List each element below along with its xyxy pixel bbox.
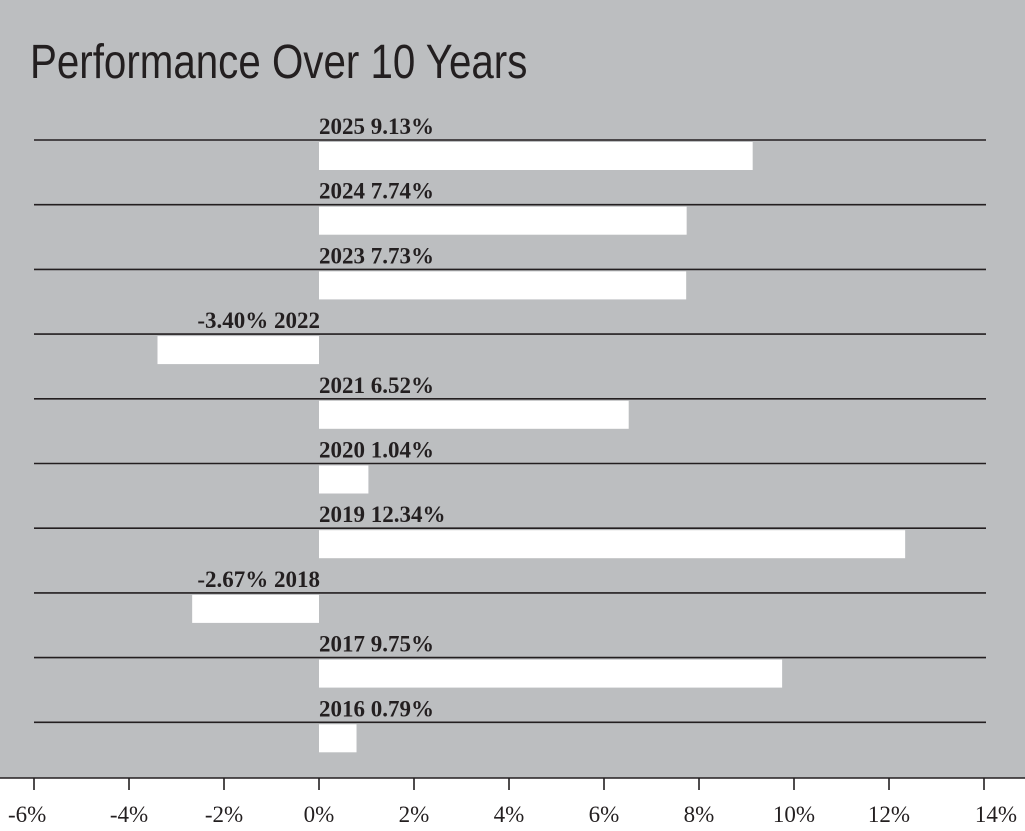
x-axis: -6% -4% -2% 0% 2% 4% 6% 8% 10% 12% 14% — [0, 777, 1025, 831]
x-tick-label: 10% — [773, 802, 815, 827]
bar-2022 — [157, 336, 319, 365]
data-label-2020: 2020 1.04% — [319, 438, 434, 463]
bar-2025 — [319, 142, 753, 170]
bar-2018 — [192, 594, 319, 623]
x-tick-label: 12% — [868, 802, 910, 827]
x-tick-label: -2% — [205, 802, 243, 827]
bars — [157, 142, 906, 753]
bar-2019 — [319, 530, 906, 559]
gridlines — [34, 139, 986, 724]
data-label-2018: -2.67% 2018 — [197, 567, 320, 592]
x-tick-label: -4% — [110, 802, 148, 827]
x-tick-label: 14% — [975, 802, 1017, 827]
bar-2020 — [319, 465, 369, 494]
x-tick-label: 6% — [589, 802, 620, 827]
plot-background — [0, 0, 1025, 778]
x-tick-label: 0% — [304, 802, 335, 827]
data-label-2025: 2025 9.13% — [319, 114, 434, 139]
bar-2023 — [319, 271, 687, 300]
bar-2016 — [319, 724, 357, 753]
data-labels: 2025 9.13% 2024 7.74% 2023 7.73% -3.40% 202… — [197, 114, 445, 721]
x-tick-label: 4% — [494, 802, 525, 827]
data-label-2017: 2017 9.75% — [319, 632, 434, 657]
x-tick-label: -6% — [8, 802, 46, 827]
chart-title: Performance Over 10 Years — [30, 36, 527, 89]
data-label-2024: 2024 7.74% — [319, 179, 434, 204]
bar-2021 — [319, 400, 629, 429]
x-tick-label: 2% — [399, 802, 430, 827]
data-label-2023: 2023 7.73% — [319, 243, 434, 268]
data-label-2016: 2016 0.79% — [319, 696, 434, 721]
x-tick-label: 8% — [684, 802, 715, 827]
bar-2017 — [319, 659, 783, 688]
data-label-2022: -3.40% 2022 — [197, 308, 320, 333]
data-label-2019: 2019 12.34% — [319, 502, 446, 527]
data-label-2021: 2021 6.52% — [319, 373, 434, 398]
axis-strip — [0, 778, 1025, 831]
bar-2024 — [319, 206, 687, 235]
